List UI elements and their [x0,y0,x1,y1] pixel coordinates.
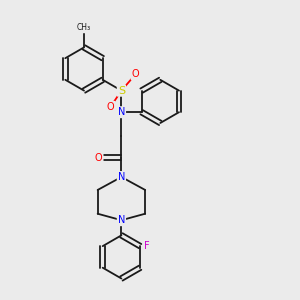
Text: CH₃: CH₃ [77,23,91,32]
Text: O: O [132,69,139,80]
Text: O: O [95,153,103,163]
Text: O: O [107,102,114,112]
Text: N: N [118,172,125,182]
Text: S: S [118,85,125,96]
Text: N: N [118,215,125,225]
Text: N: N [118,107,125,117]
Text: F: F [144,241,149,251]
